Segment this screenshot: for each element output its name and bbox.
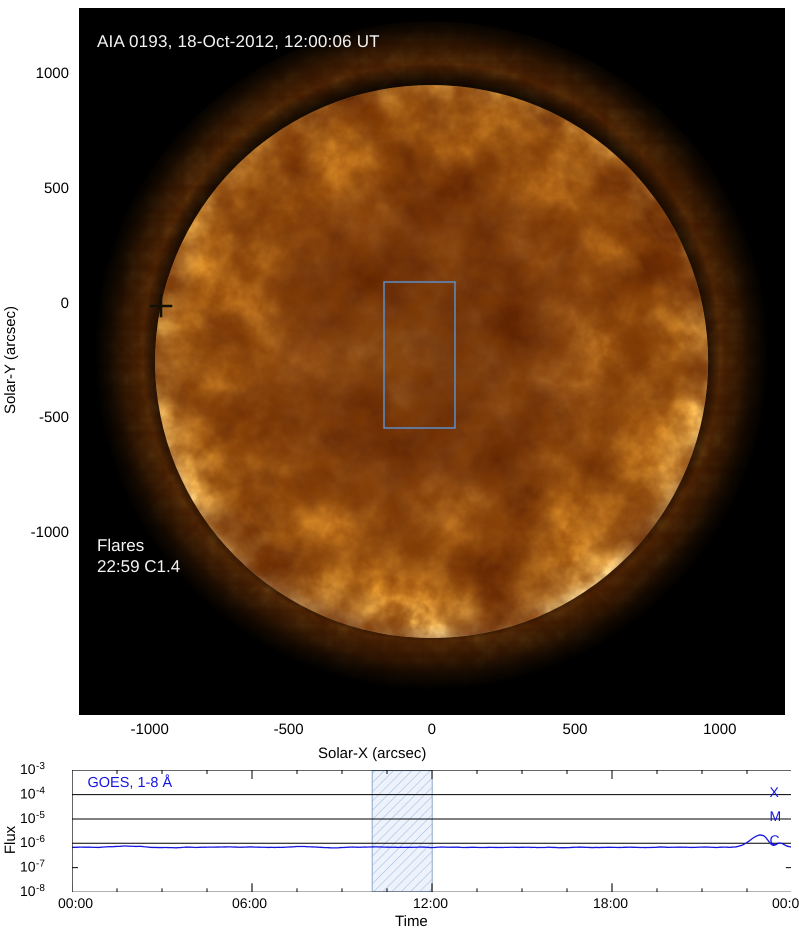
svg-text:-4: -4: [36, 786, 45, 797]
svg-text:-5: -5: [36, 810, 45, 821]
svg-text:-7: -7: [36, 859, 45, 870]
svg-text:-6: -6: [36, 834, 45, 845]
svg-text:Flux: Flux: [2, 825, 19, 854]
svg-text:-8: -8: [36, 883, 45, 894]
svg-text:Solar-Y (arcsec): Solar-Y (arcsec): [2, 306, 19, 414]
svg-text:-3: -3: [36, 761, 45, 772]
